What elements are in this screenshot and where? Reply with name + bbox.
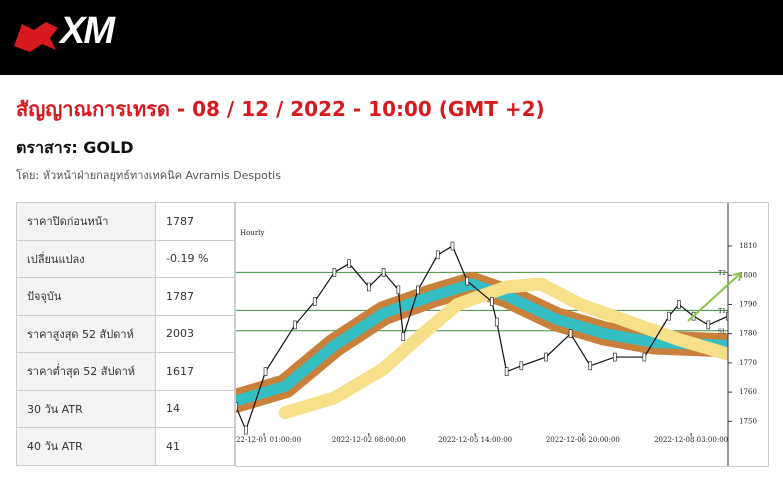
candle (465, 276, 470, 286)
level-label: T2 (718, 270, 726, 277)
x-tick-label: 2022-12-08 03:00:00 (654, 436, 728, 444)
candle (676, 300, 681, 309)
chart: Hourly 1750 1760 1770 1780 1790 1800 1810 2022-… (235, 202, 769, 467)
candle (312, 297, 317, 306)
logo-icon (14, 22, 58, 52)
label-cell: 30 วัน ATR (16, 389, 156, 428)
table-row: 30 วัน ATR 14 (16, 389, 235, 428)
x-tick-label: 2022-12-02 08:00:00 (332, 436, 406, 444)
candle (706, 320, 711, 330)
label-cell: ราคาต่ำสุด 52 สัปดาห์ (16, 352, 156, 391)
y-tick-label: 1780 (739, 330, 757, 338)
label-cell: เปลี่ยนแปลง (16, 239, 156, 278)
stats-table: ราคาปิดก่อนหน้า 1787 เปลี่ยนแปลง -0.19 % ปัจ… (16, 202, 235, 466)
label-cell: ปัจจุบัน (16, 277, 156, 316)
chart-label: Hourly (240, 229, 264, 237)
value-cell: 41 (155, 427, 235, 466)
label-cell: ราคาสูงสุด 52 สัปดาห์ (16, 314, 156, 353)
candle (244, 425, 248, 435)
x-tick-label: 2022-12-06 20:00:00 (546, 436, 620, 444)
instrument: ตราสาร: GOLD (16, 138, 134, 157)
candle (401, 332, 406, 341)
table-row: ราคาต่ำสุด 52 สัปดาห์ 1617 (16, 352, 235, 391)
y-tick-label: 1750 (739, 417, 757, 425)
candle (381, 268, 386, 277)
candle (642, 352, 647, 362)
value-cell: 1787 (155, 202, 235, 241)
value-cell: 14 (155, 389, 235, 428)
y-tick-label: 1790 (739, 300, 757, 308)
candle (416, 285, 420, 295)
y-tick-label: 1800 (739, 271, 757, 279)
candle (613, 352, 617, 362)
band-core (236, 278, 728, 407)
table-row: เปลี่ยนแปลง -0.19 % (16, 239, 235, 278)
value-cell: 1787 (155, 277, 235, 316)
value-cell: 2003 (155, 314, 235, 353)
value-cell: -0.19 % (155, 239, 235, 278)
value-cell: 1617 (155, 352, 235, 391)
y-tick-label: 1760 (739, 388, 757, 396)
y-tick-label: 1810 (739, 242, 757, 250)
band (278, 277, 728, 420)
candle (263, 367, 268, 376)
candle (568, 329, 573, 338)
label-cell: ราคาปิดก่อนหน้า (16, 202, 156, 241)
candle (332, 268, 337, 277)
candle (588, 361, 593, 371)
candle (347, 259, 351, 268)
candle (504, 367, 509, 376)
candle (367, 282, 371, 292)
candle (396, 285, 401, 295)
byline: โดย: หัวหน้าฝ่ายกลยุทธ์ทางเทคนิค Avramis… (16, 169, 281, 182)
candle (494, 317, 499, 327)
x-tick-label: 2022-12-01 01:00:00 (235, 436, 301, 444)
candle (490, 297, 494, 306)
candle (293, 320, 297, 330)
candle (236, 402, 238, 412)
level-label: SL (718, 328, 726, 335)
table-row: 40 วัน ATR 41 (16, 427, 235, 466)
logo[interactable]: XM (60, 10, 115, 52)
candle (435, 250, 440, 260)
candle (544, 352, 548, 362)
candle (450, 241, 455, 251)
candle (519, 361, 524, 371)
header: XM (0, 0, 783, 75)
table-row: ราคาสูงสุด 52 สัปดาห์ 2003 (16, 314, 235, 353)
label-cell: 40 วัน ATR (16, 427, 156, 466)
table-row: ปัจจุบัน 1787 (16, 277, 235, 316)
x-tick-label: 2022-12-05 14:00:00 (438, 436, 512, 444)
arrow (687, 272, 742, 322)
plot (236, 241, 728, 435)
level-label: T1 (718, 308, 726, 315)
y-tick-label: 1770 (739, 359, 757, 367)
table-row: ราคาปิดก่อนหน้า 1787 (16, 202, 235, 241)
candle (667, 311, 671, 321)
title: สัญญาณการเทรด - 08 / 12 / 2022 - 10:00 (… (16, 97, 545, 121)
candle (726, 311, 728, 321)
